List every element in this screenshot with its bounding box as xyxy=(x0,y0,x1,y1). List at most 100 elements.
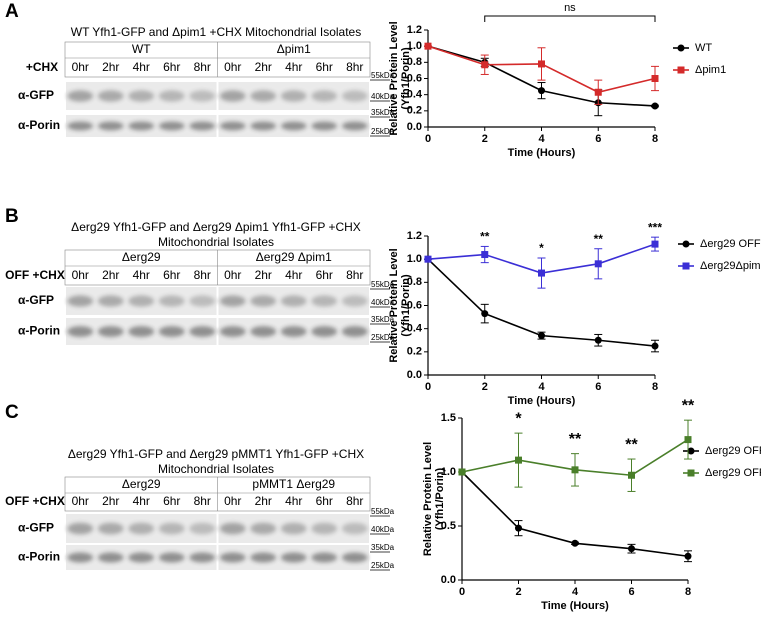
blot-image xyxy=(218,287,369,315)
y-tick-label: 0.6 xyxy=(407,72,422,84)
data-point xyxy=(424,42,432,50)
data-point xyxy=(628,545,635,553)
group-label: Δerg29 Δpim1 xyxy=(256,250,332,264)
time-label: 4hr xyxy=(285,268,302,282)
blot-image xyxy=(66,514,217,543)
significance-label: ** xyxy=(480,230,490,244)
significance-label: * xyxy=(515,410,522,427)
x-tick-label: 0 xyxy=(425,381,431,393)
legend-label: Δerg29 OFF xyxy=(700,238,761,250)
data-point xyxy=(684,436,692,444)
time-label: 8hr xyxy=(346,60,363,74)
time-label: 0hr xyxy=(72,60,89,74)
marker-label: 40kDa xyxy=(371,298,395,307)
data-point xyxy=(481,251,489,259)
time-label: 6hr xyxy=(163,60,180,74)
marker-label: 55kDa xyxy=(371,280,395,289)
group-label: WT xyxy=(132,42,151,56)
time-label: 8hr xyxy=(194,494,211,508)
time-label: 2hr xyxy=(255,494,272,508)
treatment-label: OFF +CHX xyxy=(5,268,65,282)
legend-marker xyxy=(687,447,695,455)
time-label: 0hr xyxy=(224,494,241,508)
row-label: α-Porin xyxy=(18,118,60,132)
time-label: 4hr xyxy=(285,60,302,74)
data-point xyxy=(651,102,659,110)
significance-label: ** xyxy=(569,431,582,448)
time-label: 2hr xyxy=(102,494,119,508)
y-axis-label: Relative Protein Level xyxy=(422,442,434,556)
data-point xyxy=(571,539,579,547)
time-label: 8hr xyxy=(194,60,211,74)
x-tick-label: 8 xyxy=(652,133,658,145)
marker-label: 35kDa xyxy=(371,315,395,324)
y-tick-label: 1.0 xyxy=(407,253,422,265)
data-point xyxy=(538,269,545,277)
significance-bracket xyxy=(484,15,656,22)
treatment-label: +CHX xyxy=(26,60,58,74)
time-label: 2hr xyxy=(255,268,272,282)
group-label: Δerg29 xyxy=(122,250,161,264)
group-label: Δerg29 xyxy=(122,477,161,491)
y-axis-label: Relative Protein Level xyxy=(388,21,400,135)
time-label: 0hr xyxy=(224,268,241,282)
blot-image xyxy=(218,82,369,110)
data-point xyxy=(594,260,602,268)
data-point xyxy=(424,255,432,263)
y-axis-label: Relative Protein Level xyxy=(388,248,400,362)
marker-label: 40kDa xyxy=(371,525,395,534)
marker-label: 25kDa xyxy=(371,333,395,342)
time-label: 8hr xyxy=(194,268,211,282)
y-tick-label: 0.2 xyxy=(407,105,422,117)
y-tick-label: 0.0 xyxy=(407,121,422,133)
y-tick-label: 0.0 xyxy=(407,369,422,381)
x-tick-label: 2 xyxy=(515,586,521,598)
significance-label: * xyxy=(539,241,544,255)
y-axis-label: (Yfh1/Porin) xyxy=(400,47,412,110)
legend-marker xyxy=(677,66,685,74)
panel-letter: C xyxy=(5,402,19,423)
time-label: 0hr xyxy=(224,60,241,74)
data-point xyxy=(571,466,579,474)
data-point xyxy=(651,342,659,350)
legend-label: Δpim1 xyxy=(695,64,726,76)
time-label: 4hr xyxy=(133,494,150,508)
time-label: 4hr xyxy=(133,268,150,282)
data-point xyxy=(515,524,522,532)
data-point xyxy=(594,336,602,344)
row-label: α-GFP xyxy=(18,293,54,307)
blot-image xyxy=(218,318,369,345)
y-tick-label: 0.0 xyxy=(441,574,456,586)
row-label: α-Porin xyxy=(18,324,60,338)
y-tick-label: 0.8 xyxy=(407,276,422,288)
x-tick-label: 8 xyxy=(685,586,691,598)
data-point xyxy=(515,456,522,464)
time-label: 6hr xyxy=(163,268,180,282)
panel-letter: B xyxy=(5,206,19,227)
legend-label: Δerg29 OFF xyxy=(705,445,761,457)
significance-label: ** xyxy=(594,232,604,246)
data-point xyxy=(684,552,692,560)
blot-image xyxy=(66,318,217,345)
legend-label: WT xyxy=(695,42,712,54)
significance-label: *** xyxy=(648,220,662,234)
treatment-label: OFF +CHX xyxy=(5,494,65,508)
x-axis-label: Time (Hours) xyxy=(508,395,576,407)
x-tick-label: 0 xyxy=(459,586,465,598)
significance-label: ns xyxy=(564,2,576,14)
significance-label: ** xyxy=(682,397,695,414)
data-point xyxy=(481,61,489,69)
time-label: 2hr xyxy=(102,60,119,74)
time-label: 6hr xyxy=(316,60,333,74)
y-tick-label: 1.5 xyxy=(441,412,456,424)
x-axis-label: Time (Hours) xyxy=(508,147,576,159)
time-label: 6hr xyxy=(316,268,333,282)
group-label: Δpim1 xyxy=(277,42,311,56)
blot-title: Δerg29 Yfh1-GFP and Δerg29 pMMT1 Yfh1-GF… xyxy=(68,447,364,461)
x-tick-label: 6 xyxy=(628,586,634,598)
y-tick-label: 0.2 xyxy=(407,346,422,358)
time-label: 0hr xyxy=(72,494,89,508)
significance-label: ** xyxy=(625,436,638,453)
y-tick-label: 0.8 xyxy=(407,56,422,68)
legend-marker xyxy=(687,469,695,477)
